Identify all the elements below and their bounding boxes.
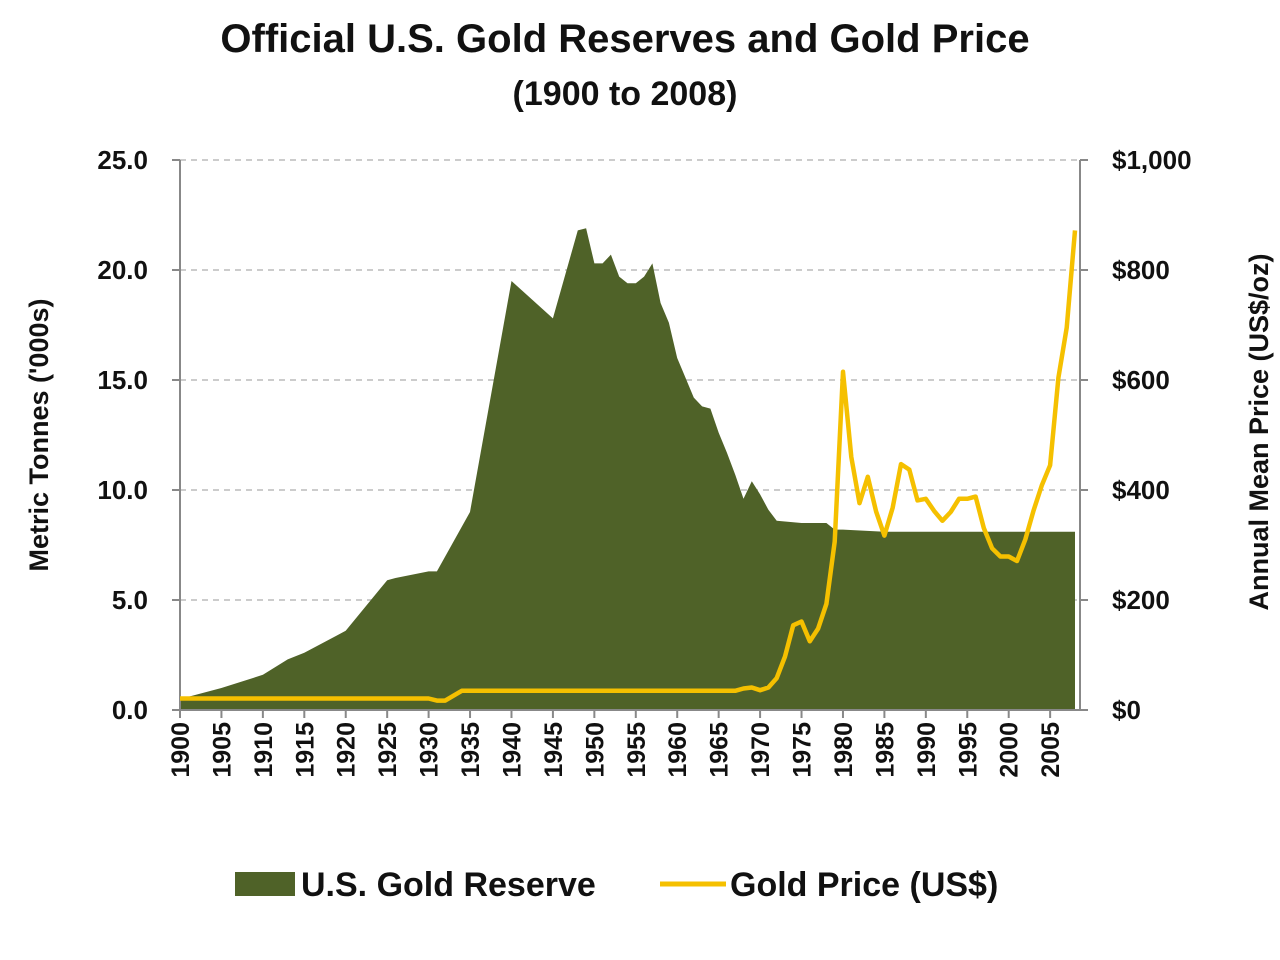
y-tick-label: 0.0 [112, 695, 148, 725]
x-tick-label: 1970 [747, 722, 775, 778]
x-tick-label: 1975 [789, 722, 817, 778]
x-tick-label: 1935 [457, 722, 485, 778]
x-tick-label: 1965 [706, 722, 734, 778]
chart-title: Official U.S. Gold Reserves and Gold Pri… [220, 17, 1029, 61]
line [180, 230, 1078, 703]
x-tick-label: 1910 [250, 722, 278, 778]
y2-tick-label: $200 [1112, 585, 1170, 615]
chart-subtitle: (1900 to 2008) [513, 75, 738, 113]
x-tick-label: 2005 [1037, 722, 1065, 778]
legend-swatch [235, 872, 295, 896]
y-tick-label: 10.0 [97, 475, 148, 505]
y2-tick-label: $400 [1112, 475, 1170, 505]
x-tick-label: 1980 [830, 722, 858, 778]
x-tick-label: 2000 [996, 722, 1024, 778]
x-tick-label: 1955 [623, 722, 651, 778]
x-tick-label: 1990 [913, 722, 941, 778]
x-tick-label: 1985 [871, 722, 899, 778]
legend-label: U.S. Gold Reserve [301, 866, 596, 904]
y-tick-label: 25.0 [97, 145, 148, 175]
y-axis-title: Metric Tonnes ('000s) [24, 299, 54, 572]
y2-tick-label: $0 [1112, 695, 1141, 725]
y2-tick-label: $600 [1112, 365, 1170, 395]
x-tick-label: 1900 [167, 722, 195, 778]
area [180, 228, 1075, 710]
x-tick-label: 1905 [208, 722, 236, 778]
legend-label: Gold Price (US$) [730, 866, 998, 904]
y2-tick-label: $800 [1112, 255, 1170, 285]
y2-axis-title: Annual Mean Price (US$/oz) [1244, 253, 1274, 610]
y2-tick-label: $1,000 [1112, 145, 1192, 175]
x-tick-label: 1940 [498, 722, 526, 778]
x-tick-label: 1920 [333, 722, 361, 778]
y-tick-label: 5.0 [112, 585, 148, 615]
x-tick-label: 1945 [540, 722, 568, 778]
x-tick-label: 1995 [954, 722, 982, 778]
x-tick-label: 1960 [664, 722, 692, 778]
x-tick-label: 1915 [291, 722, 319, 778]
x-tick-label: 1925 [374, 722, 402, 778]
x-tick-label: 1950 [581, 722, 609, 778]
y-tick-label: 20.0 [97, 255, 148, 285]
y-tick-label: 15.0 [97, 365, 148, 395]
x-tick-label: 1930 [416, 722, 444, 778]
